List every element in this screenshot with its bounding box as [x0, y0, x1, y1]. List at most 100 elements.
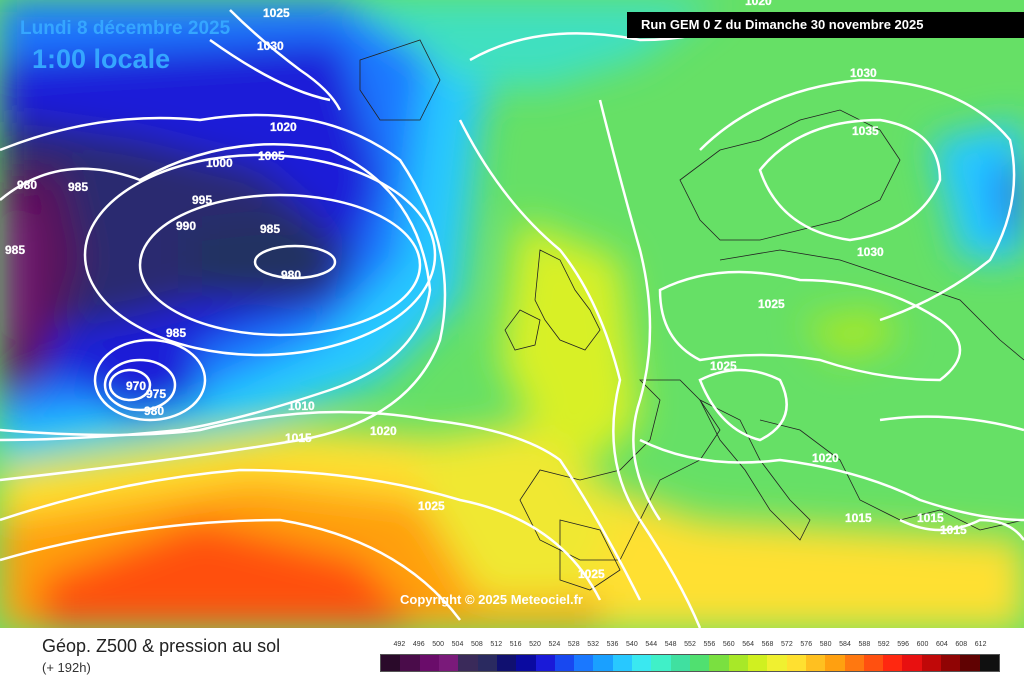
- product-title: Géop. Z500 & pression au sol: [42, 636, 281, 656]
- isobar-label: 995: [192, 193, 212, 207]
- scale-swatch: [381, 655, 401, 671]
- scale-label: 576: [800, 641, 813, 648]
- scale-swatch: [554, 655, 575, 671]
- scale-swatch: [496, 655, 517, 671]
- scale-swatch: [574, 655, 594, 671]
- scale-label: 612: [974, 641, 987, 648]
- scale-label: 596: [897, 641, 909, 648]
- scale-swatch: [747, 655, 768, 671]
- scale-label: 544: [645, 641, 658, 648]
- weather-map: 1025 1030 1020 1005 1000 980 985 995 990…: [0, 0, 1024, 628]
- isobar-label: 975: [146, 387, 166, 401]
- isobar-label: 1030: [257, 39, 284, 53]
- isobar-label: 1030: [857, 245, 884, 259]
- isobar-label: 1025: [578, 567, 605, 581]
- isobar-label: 980: [144, 404, 164, 418]
- copyright-notice: Copyright © 2025 Meteociel.fr: [400, 592, 583, 607]
- isobar-label: 1005: [258, 149, 285, 163]
- scale-label: 496: [412, 641, 425, 648]
- scale-swatch: [690, 655, 710, 671]
- scale-label: 604: [936, 641, 948, 648]
- scale-label: 564: [742, 641, 754, 648]
- scale-swatch: [941, 655, 961, 671]
- isobar-labels: 1025 1030 1020 1005 1000 980 985 995 990…: [5, 0, 967, 581]
- scale-swatch: [670, 655, 690, 671]
- scale-label: 588: [858, 641, 871, 648]
- scale-label: 560: [722, 641, 735, 648]
- local-time: 1:00 locale: [32, 44, 171, 74]
- isobar-label: 1020: [270, 120, 297, 134]
- geopotential-field: [0, 0, 1024, 628]
- scale-label: 540: [626, 641, 638, 648]
- scale-label: 572: [781, 641, 793, 648]
- scale-swatch: [825, 655, 845, 671]
- scale-label: 524: [548, 641, 561, 648]
- isobar-label: 985: [68, 180, 88, 194]
- scale-label: 492: [393, 641, 406, 648]
- isobar-label: 1025: [758, 297, 785, 311]
- isobar-label: 980: [281, 268, 301, 282]
- scale-swatch: [767, 655, 787, 671]
- color-scale-bar: [380, 654, 1000, 672]
- scale-swatch: [786, 655, 806, 671]
- scale-label: 520: [529, 641, 541, 648]
- scale-label: 600: [916, 641, 929, 648]
- isobar-label: 970: [126, 379, 146, 393]
- scale-label: 516: [509, 641, 522, 648]
- isobar-label: 980: [17, 178, 37, 192]
- isobar-label: 1010: [288, 399, 315, 413]
- scale-label: 608: [955, 641, 968, 648]
- run-info: Run GEM 0 Z du Dimanche 30 novembre 2025: [627, 12, 1024, 38]
- isobar-label: 1015: [285, 431, 312, 445]
- isobar-label: 1000: [206, 156, 233, 170]
- forecast-hour: (+ 192h): [42, 660, 91, 675]
- color-scale-labels: 492 496 500 504 508 512 516 520 524 528 532 536 540 5…: [380, 641, 1000, 653]
- scale-label: 504: [451, 641, 464, 648]
- isobar-label: 1015: [940, 523, 967, 537]
- scale-label: 552: [684, 641, 696, 648]
- isobar-label: 1015: [845, 511, 872, 525]
- isobars: [0, 9, 1024, 628]
- isobar-label: 985: [166, 326, 186, 340]
- scale-swatch: [651, 655, 671, 671]
- isobar-label: 1025: [710, 359, 737, 373]
- isobar-label: 1025: [418, 499, 445, 513]
- isobar-label: 1030: [850, 66, 877, 80]
- scale-label: 528: [567, 641, 580, 648]
- scale-swatch: [902, 655, 922, 671]
- scale-swatch: [709, 655, 729, 671]
- scale-label: 500: [432, 641, 444, 648]
- scale-swatch: [438, 655, 459, 671]
- scale-label: 508: [471, 641, 483, 648]
- forecast-date: Lundi 8 décembre 2025: [20, 18, 231, 39]
- scale-swatch: [979, 655, 999, 671]
- scale-swatch: [612, 655, 633, 671]
- scale-label: 584: [839, 641, 851, 648]
- coastlines: [359, 39, 1024, 591]
- scale-label: 592: [877, 641, 890, 648]
- footer: Géop. Z500 & pression au sol (+ 192h) 49…: [0, 628, 1024, 683]
- scale-label: 532: [587, 641, 599, 648]
- scale-swatch: [632, 655, 652, 671]
- scale-swatch: [400, 655, 420, 671]
- scale-label: 512: [490, 641, 503, 648]
- isobar-label: 985: [5, 243, 25, 257]
- scale-label: 556: [703, 641, 716, 648]
- scale-swatch: [535, 655, 555, 671]
- scale-swatch: [593, 655, 613, 671]
- scale-swatch: [844, 655, 864, 671]
- scale-swatch: [516, 655, 536, 671]
- scale-swatch: [728, 655, 748, 671]
- scale-swatch: [477, 655, 497, 671]
- isobar-label: 990: [176, 219, 196, 233]
- isobar-label: 1020: [370, 424, 397, 438]
- isobar-label: 1025: [263, 6, 290, 20]
- scale-swatch: [805, 655, 826, 671]
- scale-swatch: [458, 655, 478, 671]
- isobar-label: 1020: [745, 0, 772, 8]
- isobar-label: 1015: [917, 511, 944, 525]
- scale-label: 536: [606, 641, 619, 648]
- isobar-label: 1020: [812, 451, 839, 465]
- scale-label: 568: [761, 641, 774, 648]
